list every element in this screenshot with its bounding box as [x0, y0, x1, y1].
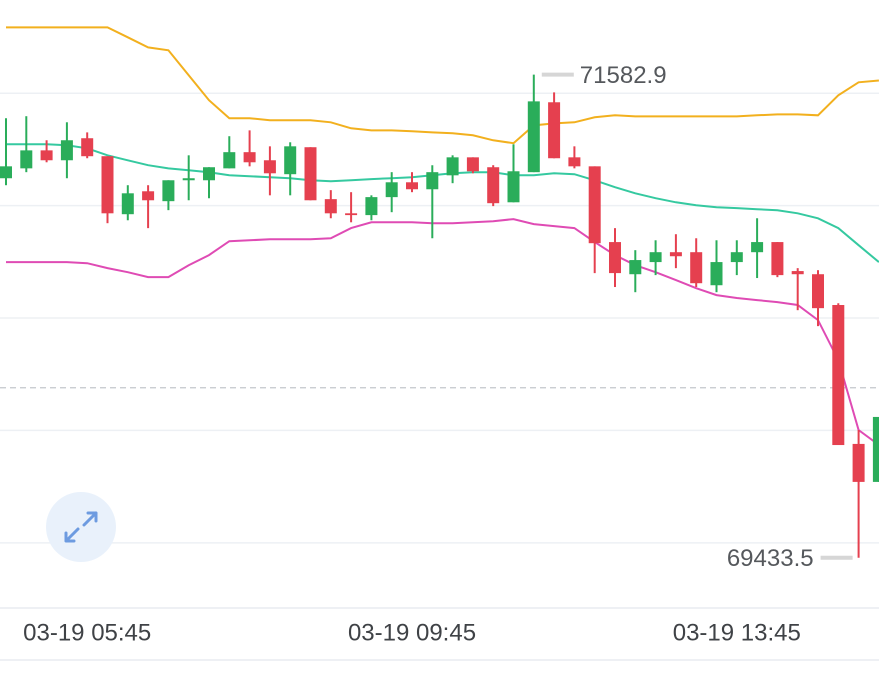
- bands-layer: [6, 26, 879, 446]
- x-tick-label: 03-19 09:45: [348, 619, 476, 646]
- candle-body: [426, 172, 439, 190]
- candle-body: [852, 443, 865, 482]
- candle-body: [223, 152, 236, 169]
- candle-body: [284, 146, 297, 175]
- candle-body: [588, 166, 601, 244]
- candle-body: [751, 242, 764, 253]
- candle-body: [872, 416, 879, 482]
- candle-body: [730, 252, 743, 263]
- candle-body: [385, 182, 398, 198]
- candle-body: [101, 156, 114, 214]
- candle-body: [304, 147, 317, 201]
- band-line: [6, 218, 879, 446]
- min-label: 69433.5: [727, 545, 814, 572]
- candle-body: [0, 166, 12, 179]
- candle-body: [527, 101, 540, 173]
- candles-layer: [0, 74, 879, 558]
- x-tick-label: 03-19 05:45: [23, 619, 151, 646]
- candle-body: [182, 178, 195, 181]
- candle-body: [649, 252, 662, 263]
- candle-body: [507, 171, 520, 203]
- labels-layer: 03-19 05:45 03-19 09:45 03-19 13:45 71582.9…: [23, 62, 853, 646]
- candle-body: [446, 157, 459, 176]
- candle-body: [121, 193, 134, 215]
- grid-layer: [0, 92, 879, 544]
- candle-body: [406, 182, 418, 190]
- candle-body: [812, 274, 824, 309]
- candle-body: [548, 102, 561, 159]
- x-tick-label: 03-19 13:45: [673, 619, 801, 646]
- candle-body: [203, 167, 215, 181]
- candle-body: [791, 271, 804, 275]
- expand-button[interactable]: [46, 492, 116, 562]
- candle-body: [690, 252, 703, 284]
- candle-body: [81, 138, 94, 157]
- candle-body: [669, 252, 682, 257]
- candle-body: [142, 191, 155, 201]
- expand-icon[interactable]: [64, 511, 98, 543]
- max-label: 71582.9: [580, 62, 667, 89]
- candle-body: [487, 167, 500, 204]
- candle-body: [568, 157, 581, 167]
- expand-button-bg[interactable]: [46, 492, 116, 562]
- band-line: [6, 26, 879, 145]
- candle-body: [710, 262, 723, 286]
- band-line: [6, 143, 879, 263]
- candle-body: [771, 242, 784, 276]
- candle-body: [365, 197, 378, 216]
- candle-body: [466, 157, 479, 172]
- candle-body: [832, 305, 845, 446]
- candle-body: [60, 140, 73, 161]
- candle-body: [20, 150, 33, 169]
- candle-body: [629, 260, 642, 275]
- candle-body: [243, 152, 256, 163]
- candle-body: [324, 199, 337, 214]
- candle-body: [162, 180, 175, 202]
- candle-body: [345, 213, 358, 216]
- candle-body: [40, 150, 53, 161]
- candle-body: [609, 242, 621, 274]
- candle-body: [263, 160, 276, 174]
